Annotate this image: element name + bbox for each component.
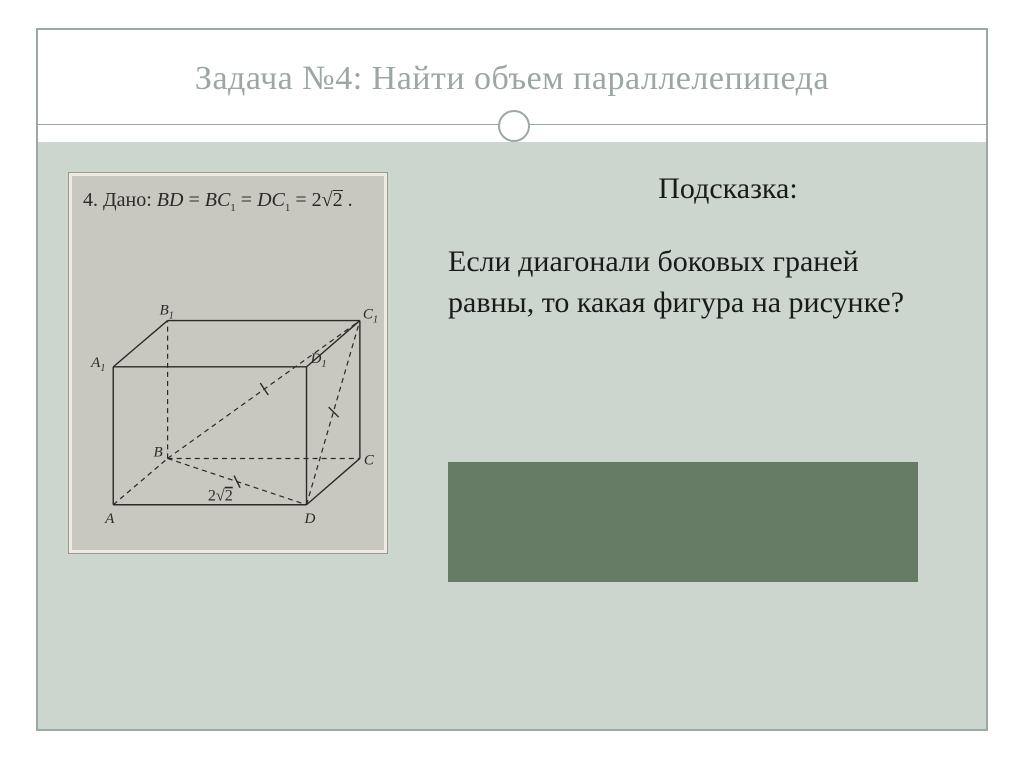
svg-text:C: C	[364, 453, 375, 469]
svg-text:B1: B1	[160, 303, 174, 322]
figure-panel: 4. Дано: BD = BC1 = DC1 = 2√2 .	[68, 172, 388, 554]
svg-text:D1: D1	[310, 351, 327, 370]
hint-title: Подсказка:	[448, 172, 948, 206]
given-prefix: Дано:	[103, 189, 152, 211]
parallelepiped-svg: A D C B A1 D1 C1 B1 2√2	[77, 233, 379, 545]
answer-placeholder-box	[448, 462, 918, 582]
content-area: 4. Дано: BD = BC1 = DC1 = 2√2 .	[38, 142, 986, 729]
svg-text:A: A	[104, 511, 115, 527]
svg-text:B: B	[154, 444, 163, 460]
slide-title: Задача №4: Найти объем параллелепипеда	[62, 60, 962, 98]
title-divider	[38, 106, 986, 142]
problem-given-text: 4. Дано: BD = BC1 = DC1 = 2√2 .	[83, 189, 353, 214]
svg-text:2√2: 2√2	[208, 488, 233, 505]
problem-number: 4.	[83, 189, 98, 211]
divider-circle-icon	[498, 110, 530, 142]
hint-block: Подсказка: Если диагонали боковых граней…	[448, 172, 948, 323]
hint-body: Если диагонали боковых граней равны, то …	[448, 242, 948, 323]
parallelepiped-diagram: A D C B A1 D1 C1 B1 2√2	[77, 233, 379, 545]
title-area: Задача №4: Найти объем параллелепипеда	[38, 30, 986, 106]
slide: Задача №4: Найти объем параллелепипеда 4…	[0, 0, 1024, 767]
svg-text:A1: A1	[90, 355, 105, 374]
svg-text:D: D	[304, 511, 316, 527]
slide-frame: Задача №4: Найти объем параллелепипеда 4…	[36, 28, 988, 731]
svg-text:C1: C1	[363, 307, 378, 326]
